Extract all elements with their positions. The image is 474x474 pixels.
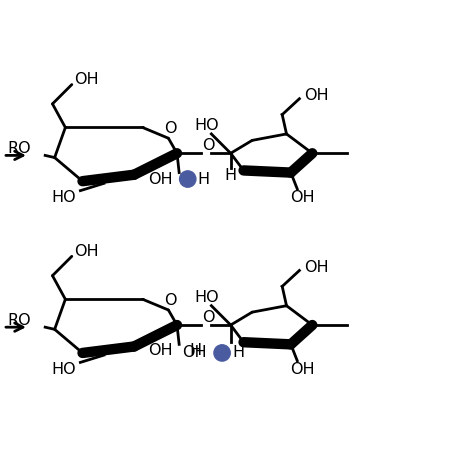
Text: HO: HO <box>195 118 219 133</box>
Text: HO: HO <box>51 362 75 377</box>
Text: OH: OH <box>74 244 99 259</box>
Text: RO: RO <box>8 141 31 156</box>
Text: OH: OH <box>291 362 315 377</box>
Circle shape <box>214 345 230 361</box>
Text: HO: HO <box>51 190 75 205</box>
Text: O: O <box>202 310 215 325</box>
Text: H: H <box>189 343 201 358</box>
Text: H: H <box>225 168 237 183</box>
Text: O: O <box>202 138 215 153</box>
Text: OH: OH <box>148 172 173 187</box>
Text: H: H <box>198 172 210 187</box>
Text: OH: OH <box>304 260 329 274</box>
Text: RO: RO <box>8 313 31 328</box>
Text: OH: OH <box>74 72 99 87</box>
Text: O: O <box>164 293 177 308</box>
Text: O: O <box>164 121 177 137</box>
Text: OH: OH <box>148 343 173 358</box>
Text: OH: OH <box>291 190 315 205</box>
Text: HO: HO <box>195 290 219 305</box>
Text: OH: OH <box>182 346 207 360</box>
Text: OH: OH <box>304 88 329 103</box>
Circle shape <box>180 171 196 187</box>
Text: H: H <box>232 346 245 360</box>
